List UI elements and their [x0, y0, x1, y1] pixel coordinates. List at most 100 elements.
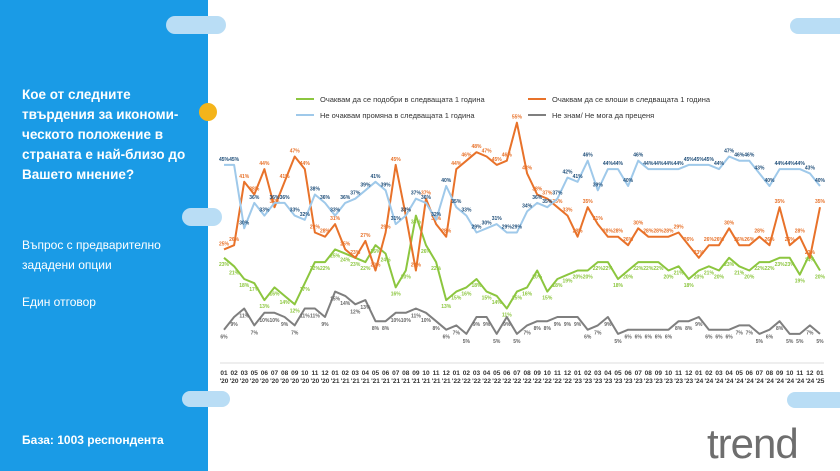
data-label: 13% — [259, 304, 270, 310]
x-tick-label: 06 — [503, 370, 511, 377]
data-label: 28% — [320, 229, 331, 235]
data-label: 28% — [754, 229, 765, 235]
data-label: 31% — [391, 216, 402, 222]
data-label: 9% — [321, 322, 329, 328]
data-label: 6% — [655, 335, 663, 341]
data-label: 37% — [552, 191, 563, 197]
logo-text: trend — [707, 420, 799, 467]
data-label: 18% — [684, 283, 695, 289]
data-label: 23% — [724, 262, 735, 268]
data-label: 20% — [663, 275, 674, 281]
data-label: 44% — [795, 161, 806, 167]
data-label: 30% — [633, 220, 644, 226]
data-label: 22% — [360, 266, 371, 272]
data-label: 28% — [663, 229, 674, 235]
data-label: 37% — [542, 191, 553, 197]
data-label: 16% — [269, 291, 280, 297]
x-tick-label: 09 — [655, 370, 663, 377]
x-tick-label: '21 — [412, 378, 421, 385]
x-tick-label: 03 — [473, 370, 481, 377]
x-tick-label: 03 — [352, 370, 360, 377]
data-label: 6% — [624, 335, 632, 341]
data-label: 43% — [805, 165, 816, 171]
x-tick-label: 01 — [453, 370, 461, 377]
x-tick-label: '24 — [775, 378, 784, 385]
data-label: 6% — [715, 335, 723, 341]
data-label: 11% — [300, 314, 310, 320]
decor-pill-top-right — [790, 18, 840, 34]
data-label: 20% — [694, 275, 705, 281]
data-label: 7% — [736, 330, 744, 336]
question-line: страната е най-близо до — [22, 147, 186, 162]
data-label: 47% — [290, 149, 301, 155]
data-label: 45% — [219, 157, 230, 163]
data-label: 44% — [674, 161, 685, 167]
x-tick-label: 12 — [564, 370, 572, 377]
data-label: 15% — [330, 297, 341, 303]
x-tick-label: '20 — [230, 378, 239, 385]
x-tick-label: 05 — [736, 370, 744, 377]
data-label: 47% — [482, 149, 493, 155]
x-tick-label: '22 — [462, 378, 471, 385]
legend-label: Не очаквам промяна в следващата 1 година — [320, 111, 475, 120]
x-tick-label: '22 — [502, 378, 511, 385]
data-label: 23% — [350, 262, 361, 268]
x-tick-label: '24 — [694, 378, 703, 385]
data-label: 6% — [645, 335, 653, 341]
data-label: 30% — [482, 220, 493, 226]
series-line — [223, 290, 821, 335]
data-label: 14% — [280, 300, 291, 306]
x-tick-label: 08 — [281, 370, 289, 377]
sidebar: Кое от следните твърдения за икономи- че… — [0, 0, 208, 471]
x-tick-label: '24 — [725, 378, 734, 385]
data-label: 11% — [239, 314, 249, 320]
data-label: 24% — [340, 258, 351, 264]
trend-logo: trend — [707, 420, 799, 468]
series-line — [224, 155, 821, 234]
x-tick-label: 06 — [261, 370, 269, 377]
x-tick-label: 12 — [321, 370, 329, 377]
x-tick-label: 09 — [776, 370, 784, 377]
x-tick-label: 04 — [725, 370, 733, 377]
data-label: 5% — [614, 339, 622, 345]
data-label: 6% — [725, 335, 733, 341]
data-label: 22% — [310, 266, 321, 272]
x-tick-label: 10 — [422, 370, 430, 377]
x-tick-label: 02 — [705, 370, 713, 377]
data-label: 12% — [290, 308, 301, 314]
data-label: 20% — [815, 275, 826, 281]
x-tick-label: 07 — [756, 370, 764, 377]
x-tick-label: 05 — [614, 370, 622, 377]
data-label: 8% — [685, 326, 693, 332]
x-tick-label: 12 — [806, 370, 814, 377]
data-label: 33% — [290, 208, 301, 214]
data-label: 6% — [766, 335, 774, 341]
x-tick-label: '23 — [573, 378, 582, 385]
data-label: 45% — [391, 157, 402, 163]
data-label: 20% — [532, 275, 543, 281]
x-tick-label: '22 — [523, 378, 532, 385]
question-line: Вашето мнение? — [22, 167, 135, 182]
data-label: 9% — [473, 322, 481, 328]
data-label: 15% — [542, 296, 553, 302]
x-tick-label: 11 — [554, 370, 561, 377]
x-tick-label: '23 — [604, 378, 613, 385]
data-label: 7% — [523, 330, 531, 336]
data-label: 26% — [684, 237, 695, 243]
x-axis: 01'2002'2003'2005'2006'2007'2008'2009'20… — [220, 362, 825, 385]
data-label: 45% — [694, 157, 705, 163]
data-label: 9% — [483, 322, 491, 328]
x-tick-label: '23 — [624, 378, 633, 385]
x-tick-label: '22 — [533, 378, 542, 385]
x-tick-label: 06 — [382, 370, 390, 377]
data-label: 39% — [381, 182, 392, 188]
data-label: 45% — [492, 157, 503, 163]
x-tick-label: '20 — [270, 378, 279, 385]
data-label: 29% — [471, 225, 482, 231]
x-tick-label: 09 — [291, 370, 299, 377]
x-tick-label: '24 — [785, 378, 794, 385]
data-label: 40% — [815, 178, 826, 184]
data-label: 15% — [482, 296, 493, 302]
x-tick-label: 10 — [665, 370, 673, 377]
data-label: 26% — [744, 237, 755, 243]
